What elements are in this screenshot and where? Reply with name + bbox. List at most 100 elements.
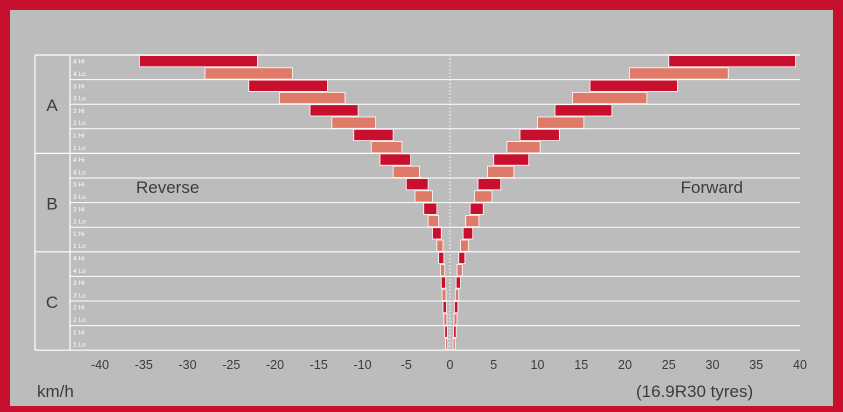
gear-label: 2 Hi (73, 108, 85, 115)
bar-reverse-a-2-lo (331, 116, 377, 129)
bar-forward-c-1-lo (452, 337, 456, 351)
labels-layer: 4 Hi 4 Lo 3 Hi 3 Lo 2 Hi 2 Lo 1 Hi 1 Lo 4 Hi 4 Lo… (46, 59, 807, 373)
bar-forward-a-2-hi (554, 104, 613, 117)
gear-label: 1 Hi (73, 329, 85, 336)
bar-forward-b-4-lo (487, 165, 515, 178)
bar-reverse-c-2-lo (443, 313, 448, 326)
bar-forward-c-4-lo (456, 264, 463, 277)
bar-forward-a-4-hi (668, 55, 797, 68)
gear-label: 4 Lo (73, 169, 86, 176)
gear-speed-chart: 4 Hi 4 Lo 3 Hi 3 Lo 2 Hi 2 Lo 1 Hi 1 Lo 4 Hi 4 Lo… (34, 54, 807, 373)
bar-forward-a-3-lo (572, 92, 648, 105)
bar-reverse-a-3-lo (278, 92, 346, 105)
bar-reverse-b-1-lo (436, 239, 444, 252)
gear-label: 4 Hi (73, 255, 85, 262)
bar-forward-c-3-lo (454, 288, 460, 301)
bar-reverse-b-2-hi (423, 202, 438, 215)
grid-layer (34, 54, 800, 351)
bar-forward-a-4-lo (628, 67, 729, 80)
tyre-note: (16.9R30 tyres) (636, 382, 754, 401)
bar-reverse-a-1-hi (353, 128, 394, 142)
gear-label: 3 Lo (73, 194, 86, 201)
bar-forward-a-1-lo (506, 141, 541, 154)
bar-reverse-a-2-hi (309, 104, 359, 117)
chart-panel: 4 Hi 4 Lo 3 Hi 3 Lo 2 Hi 2 Lo 1 Hi 1 Lo 4 Hi 4 Lo… (10, 10, 833, 406)
x-tick-label: 40 (793, 358, 807, 372)
x-tick-label: -20 (266, 358, 284, 372)
gear-label: 4 Lo (73, 71, 86, 78)
bar-reverse-a-3-hi (248, 79, 328, 92)
series-label-forward: Forward (681, 178, 743, 197)
bar-forward-c-2-hi (453, 301, 459, 314)
bar-forward-b-3-hi (477, 178, 502, 191)
bar-reverse-b-4-hi (379, 153, 412, 166)
bar-forward-b-2-hi (469, 202, 484, 215)
x-tick-label: 15 (574, 358, 588, 372)
bar-reverse-b-3-lo (414, 190, 433, 203)
gear-label: 3 Hi (73, 280, 85, 287)
x-tick-label: 10 (531, 358, 545, 372)
bar-reverse-c-4-hi (438, 251, 445, 265)
gear-label: 4 Hi (73, 59, 85, 66)
x-tick-label: -40 (91, 358, 109, 372)
x-tick-label: 20 (618, 358, 632, 372)
gear-label: 1 Lo (73, 243, 86, 250)
bar-forward-a-2-lo (537, 116, 585, 129)
gear-label: 2 Lo (73, 317, 86, 324)
x-tick-label: 0 (447, 358, 454, 372)
range-label: B (46, 195, 57, 214)
gear-label: 4 Hi (73, 157, 85, 164)
bar-forward-b-3-lo (474, 190, 493, 203)
bar-forward-a-1-hi (519, 128, 560, 142)
gear-label: 3 Hi (73, 83, 85, 90)
gear-label: 2 Lo (73, 219, 86, 226)
bar-forward-b-4-hi (493, 153, 530, 166)
bar-reverse-c-3-hi (440, 276, 447, 289)
bar-forward-c-3-hi (455, 276, 461, 289)
gear-label: 4 Lo (73, 268, 86, 275)
bar-reverse-b-2-lo (427, 214, 440, 228)
range-label: C (46, 293, 58, 312)
x-tick-label: -35 (135, 358, 153, 372)
x-tick-label: 5 (490, 358, 497, 372)
gear-label: 3 Lo (73, 292, 86, 299)
bar-forward-b-1-lo (460, 239, 469, 252)
x-tick-label: 30 (706, 358, 720, 372)
x-tick-label: -30 (178, 358, 196, 372)
gear-label: 3 Hi (73, 182, 85, 189)
bar-forward-c-1-hi (453, 325, 457, 338)
series-label-reverse: Reverse (136, 178, 199, 197)
bar-reverse-c-3-lo (441, 288, 447, 301)
bar-reverse-b-1-hi (432, 227, 442, 240)
x-tick-label: 25 (662, 358, 676, 372)
bar-forward-b-1-hi (462, 227, 474, 240)
bar-reverse-c-2-hi (442, 301, 447, 314)
x-tick-label: -25 (222, 358, 240, 372)
gear-label: 1 Hi (73, 132, 85, 139)
bar-reverse-a-1-lo (370, 141, 403, 154)
bar-forward-c-2-lo (453, 313, 458, 326)
bar-reverse-a-4-hi (138, 55, 258, 68)
bar-forward-c-4-hi (458, 251, 466, 265)
gear-label: 1 Lo (73, 145, 86, 152)
bar-reverse-b-3-hi (405, 178, 429, 191)
x-tick-label: -15 (310, 358, 328, 372)
gear-label: 3 Lo (73, 96, 86, 103)
x-axis-unit-label: km/h (37, 382, 74, 401)
range-label: A (46, 96, 58, 115)
bar-reverse-b-4-lo (392, 165, 420, 178)
gear-label: 2 Hi (73, 305, 85, 312)
bar-reverse-c-4-lo (439, 264, 446, 277)
bar-reverse-c-1-hi (444, 325, 448, 338)
gear-label: 1 Lo (73, 342, 86, 349)
bar-reverse-a-4-lo (204, 67, 293, 80)
gear-label: 2 Hi (73, 206, 85, 213)
gear-label: 2 Lo (73, 120, 86, 127)
bar-reverse-c-1-lo (445, 337, 449, 351)
x-tick-label: -10 (353, 358, 371, 372)
x-tick-label: -5 (401, 358, 412, 372)
bar-forward-a-3-hi (589, 79, 678, 92)
bar-forward-b-2-lo (465, 214, 480, 228)
x-tick-label: 35 (749, 358, 763, 372)
gear-label: 1 Hi (73, 231, 85, 238)
